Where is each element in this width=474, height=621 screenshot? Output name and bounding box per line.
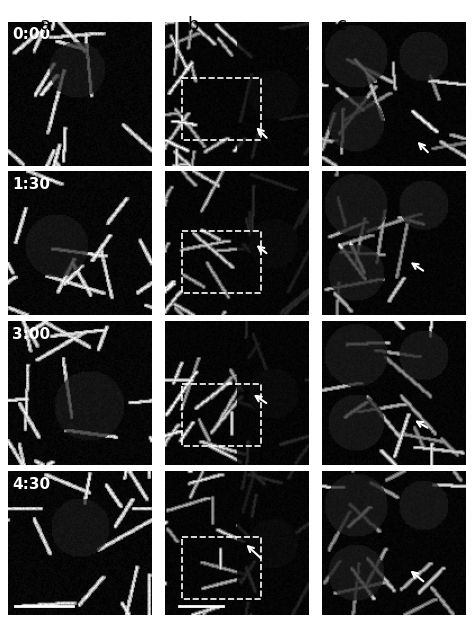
Text: 3:00: 3:00 (12, 327, 51, 342)
Text: a: a (40, 16, 51, 34)
Text: 0:00: 0:00 (12, 27, 51, 42)
Text: c: c (337, 16, 346, 34)
Text: 1:30: 1:30 (12, 177, 51, 192)
Bar (182, 231, 261, 293)
Bar (182, 78, 261, 140)
Text: b: b (187, 16, 199, 34)
Bar (182, 537, 261, 599)
Text: 4:30: 4:30 (12, 476, 51, 492)
Bar (182, 384, 261, 446)
